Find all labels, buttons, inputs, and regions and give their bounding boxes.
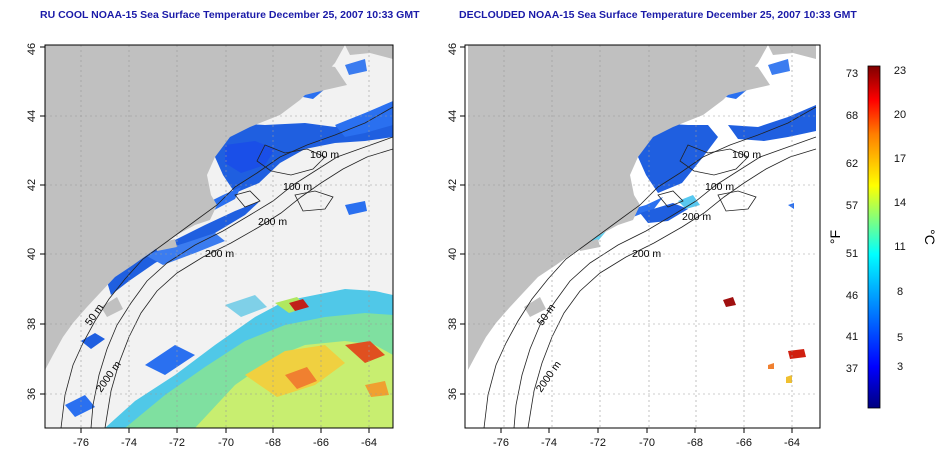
colorbar-c-ticks: 23 20 17 14 11 8 5 3 [894,65,906,373]
f-tick-label: 68 [846,110,858,122]
right-plot-frame [464,44,821,429]
y-tick-label: 42 [26,179,38,191]
x-tick-label: -68 [687,437,703,449]
y-tick-label: 42 [447,179,459,191]
contour-label: 200 m [632,248,661,260]
x-tick-label: -70 [639,437,655,449]
x-tick-label: -64 [361,437,377,449]
right-y-axis: 36 38 40 42 44 46 [447,43,465,400]
contour-label: 200 m [682,211,711,223]
y-tick-label: 38 [26,318,38,330]
contour-label: 100 m [732,149,761,161]
x-tick-label: -66 [736,437,752,449]
c-tick-label: 17 [894,153,906,165]
y-tick-label: 44 [26,110,38,122]
colorbar: 73 68 62 57 51 46 41 37 23 20 17 14 11 8… [827,65,938,409]
right-x-axis: -76 -74 -72 -70 -68 -66 -64 [493,428,800,449]
c-tick-label: 14 [894,197,906,209]
y-tick-label: 46 [447,43,459,55]
left-panel-title: RU COOL NOAA-15 Sea Surface Temperature … [40,9,420,21]
f-tick-label: 57 [846,200,858,212]
y-tick-label: 44 [447,110,459,122]
x-tick-label: -66 [313,437,329,449]
colorbar-gradient [867,65,881,409]
contour-label: 100 m [310,149,339,161]
y-tick-label: 36 [447,388,459,400]
fahrenheit-unit-label: °F [827,230,843,244]
f-tick-label: 41 [846,331,858,343]
right-map-panel: 100 m 100 m 200 m 200 m 50 m 2000 m -76 … [447,43,821,449]
c-tick-label: 23 [894,65,906,77]
contour-label: 200 m [258,216,287,228]
f-tick-label: 73 [846,68,858,80]
x-tick-label: -64 [784,437,800,449]
x-tick-label: -76 [73,437,89,449]
y-tick-label: 38 [447,318,459,330]
f-tick-label: 62 [846,158,858,170]
y-tick-label: 40 [26,248,38,260]
x-tick-label: -74 [121,437,137,449]
contour-label: 100 m [283,181,312,193]
x-tick-label: -72 [169,437,185,449]
x-tick-label: -74 [541,437,557,449]
colorbar-f-ticks: 73 68 62 57 51 46 41 37 [846,68,858,375]
y-tick-label: 40 [447,248,459,260]
f-tick-label: 51 [846,248,858,260]
c-tick-label: 20 [894,109,906,121]
c-tick-label: 11 [894,241,905,253]
x-tick-label: -76 [493,437,509,449]
right-panel-title: DECLOUDED NOAA-15 Sea Surface Temperatur… [459,9,857,21]
x-tick-label: -68 [265,437,281,449]
left-x-axis: -76 -74 -72 -70 -68 -66 -64 [73,428,377,449]
f-tick-label: 46 [846,290,858,302]
left-y-axis: 36 38 40 42 44 46 [26,43,45,400]
left-plot-frame [44,44,394,429]
f-tick-label: 37 [846,363,858,375]
y-tick-label: 36 [26,388,38,400]
x-tick-label: -72 [590,437,606,449]
contour-label: 100 m [705,181,734,193]
c-tick-label: 8 [897,286,903,298]
x-tick-label: -70 [218,437,234,449]
c-tick-label: 3 [897,361,903,373]
celsius-unit-label: °C [922,229,938,245]
c-tick-label: 5 [897,332,903,344]
y-tick-label: 46 [26,43,38,55]
left-map-panel: 100 m 100 m 200 m 200 m 50 m 2000 m -76 … [26,43,394,449]
contour-label: 200 m [205,248,234,260]
